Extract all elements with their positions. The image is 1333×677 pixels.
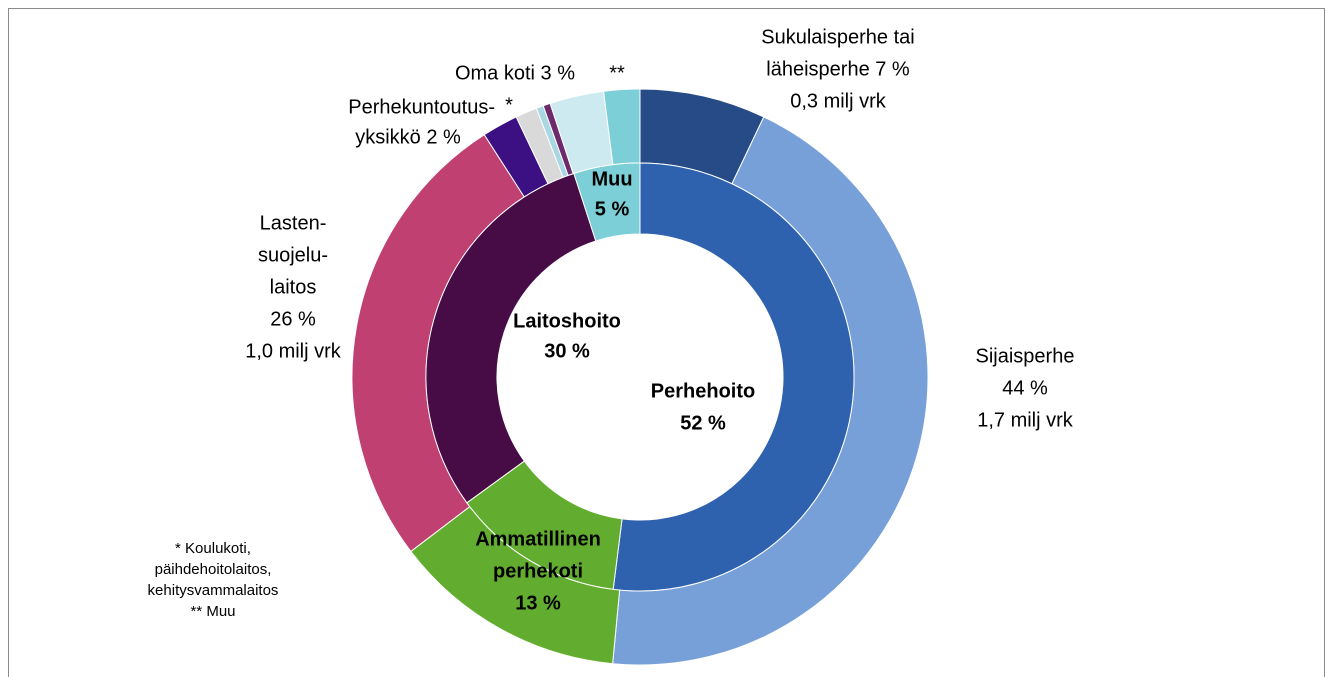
outer-label: 1,0 milj vrk <box>245 340 342 362</box>
inner-label: 52 % <box>680 412 726 434</box>
inner-label: Perhehoito <box>651 380 755 402</box>
inner-slice <box>612 162 855 592</box>
outer-label: laitos <box>270 276 317 298</box>
inner-label: 13 % <box>515 592 561 614</box>
inner-label: perhekoti <box>493 560 583 582</box>
outer-label: Lasten- <box>260 212 327 234</box>
outer-label: 44 % <box>1002 377 1048 399</box>
outer-label: 1,7 milj vrk <box>977 409 1074 431</box>
footnote: päihdehoitolaitos, <box>155 561 272 578</box>
outer-label: yksikkö 2 % <box>355 126 461 148</box>
outer-label: Perhekuntoutus- <box>348 96 495 118</box>
inner-label: 5 % <box>595 198 630 220</box>
footnote: * Koulukoti, <box>175 540 251 557</box>
inner-label: Ammatillinen <box>475 528 601 550</box>
outer-label: Sukulaisperhe tai <box>761 26 914 48</box>
outer-label: läheisperhe 7 % <box>766 58 910 80</box>
outer-label: ** <box>609 62 625 84</box>
outer-label: 26 % <box>270 308 316 330</box>
inner-label: Muu <box>591 168 632 190</box>
outer-label: * <box>505 94 513 116</box>
footnote: ** Muu <box>190 603 235 620</box>
inner-slice <box>573 162 641 242</box>
outer-label: suojelu- <box>258 244 328 266</box>
footnote: kehitysvammalaitos <box>148 582 279 599</box>
frame <box>8 8 1325 677</box>
outer-label: 0,3 milj vrk <box>790 90 887 112</box>
inner-slice <box>425 172 597 504</box>
outer-label: Oma koti 3 % <box>455 62 575 84</box>
inner-label: 30 % <box>544 340 590 362</box>
outer-label: Sijaisperhe <box>976 345 1075 367</box>
inner-label: Laitoshoito <box>513 310 621 332</box>
